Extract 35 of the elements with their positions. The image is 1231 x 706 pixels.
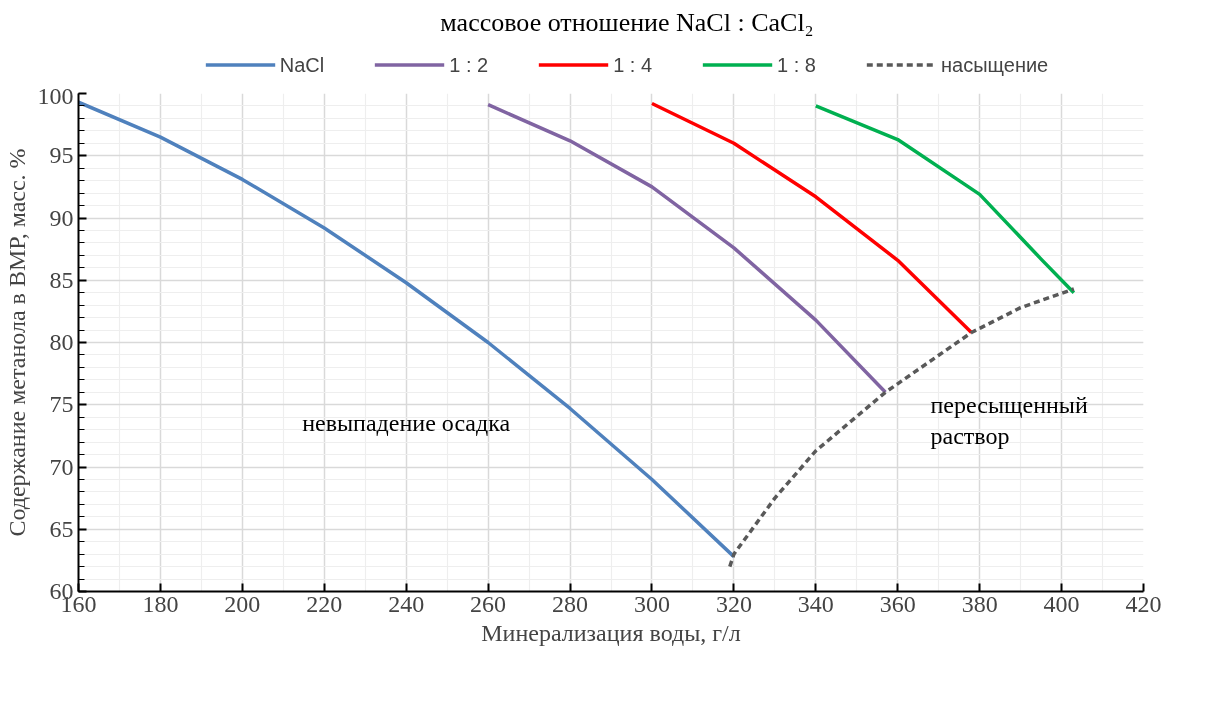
legend-label: 1 : 2	[449, 53, 489, 76]
legend-label: 1 : 4	[613, 53, 653, 76]
y-tick-label: 65	[49, 515, 74, 542]
annotation: невыпадение осадка	[302, 409, 511, 436]
y-tick-label: 80	[49, 329, 74, 355]
chart-title: массовое отношение NaCl : CaCl₂	[440, 7, 814, 37]
x-tick-label: 360	[879, 590, 916, 617]
y-tick-label: 75	[49, 391, 74, 418]
y-tick-label: 95	[49, 142, 74, 169]
x-tick-label: 320	[715, 590, 752, 617]
x-tick-label: 180	[142, 590, 179, 617]
line-series	[78, 100, 736, 559]
x-tick-label: 400	[1043, 590, 1080, 617]
y-tick-label: 90	[49, 204, 74, 231]
x-tick-label: 260	[470, 590, 507, 617]
y-tick-label: 70	[49, 453, 74, 480]
line-series	[814, 104, 1076, 295]
x-tick-label: 220	[306, 590, 343, 617]
x-tick-label: 380	[961, 590, 998, 617]
legend-label: 1 : 8	[777, 53, 816, 76]
y-tick-label: 85	[49, 266, 74, 293]
x-tick-label: 200	[224, 590, 261, 617]
x-tick-label: 300	[633, 590, 670, 617]
legend-label: насыщение	[940, 53, 1049, 76]
line-series	[650, 101, 974, 335]
x-tick-label: 240	[388, 590, 425, 617]
line-series	[486, 102, 888, 395]
x-tick-label: 280	[552, 590, 589, 617]
x-tick-label: 340	[797, 590, 834, 617]
x-tick-label: 420	[1125, 590, 1162, 617]
x-axis-title: Минерализация воды, г/л	[481, 619, 741, 646]
y-tick-label: 100	[37, 82, 74, 109]
y-axis-title: Содержание метанола в ВМР, масс. %	[3, 148, 30, 537]
legend-label: NaCl	[279, 53, 325, 76]
annotation: пересыщенный раствор	[930, 392, 1088, 450]
